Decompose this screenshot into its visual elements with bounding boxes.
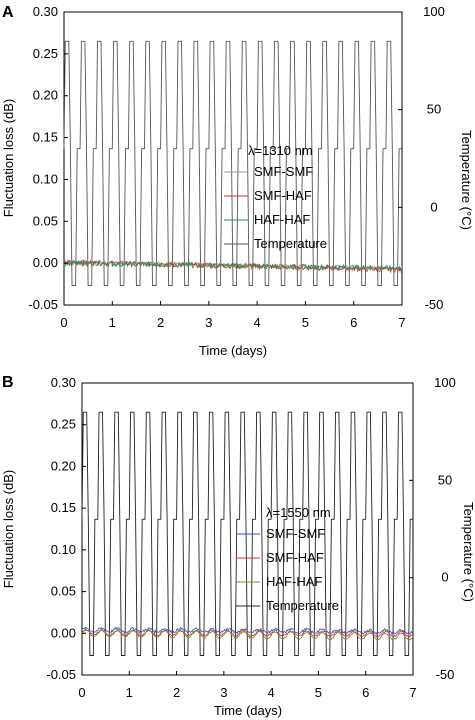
wavelength-annotation: λ=1310 nm [248, 143, 313, 158]
y-tick-label: 0.10 [33, 171, 58, 186]
data-series-group [81, 626, 414, 641]
x-tick-label: 5 [302, 315, 309, 330]
plot-frame [81, 382, 414, 676]
x-tick-label: 2 [173, 685, 180, 700]
x-tick-label: 0 [60, 315, 67, 330]
panel-b: B 0.300.250.200.150.100.050.00-0.05 1005… [1, 374, 475, 718]
series-line-smf-smf [81, 626, 414, 635]
y2-tick-label: 50 [427, 102, 441, 117]
y-tick-label: 0.30 [51, 375, 76, 390]
x-tick-label: 1 [126, 685, 133, 700]
y-tick-label: 0.30 [33, 4, 58, 19]
x-tick-label: 2 [157, 315, 164, 330]
legend-label: Temperature [266, 598, 339, 613]
legend-label: SMF-SMF [266, 526, 325, 541]
legend-label: HAF-HAF [266, 574, 322, 589]
x-tick-label: 4 [254, 315, 261, 330]
panel-label: B [2, 374, 14, 391]
temperature-curve-group [81, 411, 413, 656]
legend-label: SMF-SMF [254, 164, 313, 179]
x-axis-ticks: 0 1 2 3 4 5 6 7 [60, 301, 406, 330]
y2-tick-label: 100 [423, 4, 445, 19]
y-tick-label: 0.00 [33, 255, 58, 270]
y-tick-label: 0.25 [33, 46, 58, 61]
y-tick-label: 0.20 [33, 88, 58, 103]
panel-a: A 0.300.250.200.150.100.050.00-0.05 1005… [1, 4, 474, 358]
y2-tick-label: -50 [436, 667, 455, 682]
x-tick-label: 3 [220, 685, 227, 700]
legend-label: Temperature [254, 236, 327, 251]
y2-tick-label: 100 [434, 375, 456, 390]
x-axis-title: Time (days) [214, 703, 282, 718]
y2-tick-label: -50 [425, 297, 444, 312]
y2-tick-label: 50 [438, 472, 452, 487]
y-axis-ticks: 0.30 0.25 0.20 0.15 0.10 0.05 0.00 -0.05 [46, 375, 86, 682]
x-tick-label: 6 [362, 685, 369, 700]
x-tick-label: 3 [205, 315, 212, 330]
y-axis-ticks: 0.30 0.25 0.20 0.15 0.10 0.05 0.00 -0.05 [28, 4, 68, 312]
y2-tick-label: 0 [430, 199, 437, 214]
legend: SMF-SMF SMF-HAF HAF-HAF Temperature [224, 164, 327, 251]
y2-tick-label: 0 [441, 570, 448, 585]
legend-label: HAF-HAF [254, 212, 310, 227]
x-axis-title: Time (days) [199, 343, 267, 358]
temperature-line [81, 411, 413, 656]
temperature-line [63, 40, 402, 286]
y2-axis-ticks: 100 50 0 -50 [398, 4, 445, 312]
y-tick-label: 0.00 [51, 625, 76, 640]
wavelength-annotation: λ=1550 nm [266, 505, 331, 520]
y-axis-title: Fluctuation loss (dB) [1, 470, 16, 589]
y-tick-label: 0.15 [51, 500, 76, 515]
x-tick-label: 1 [109, 315, 116, 330]
y-tick-label: 0.15 [33, 130, 58, 145]
y-tick-label: 0.20 [51, 458, 76, 473]
y-tick-label: -0.05 [28, 297, 58, 312]
y2-axis-ticks: 100 50 0 -50 [409, 375, 456, 682]
y2-axis-title: Temperature (°C) [459, 130, 474, 230]
y-tick-label: 0.05 [33, 213, 58, 228]
y-tick-label: -0.05 [46, 667, 76, 682]
plot-frame [63, 11, 403, 306]
x-tick-label: 6 [350, 315, 357, 330]
legend-label: SMF-HAF [254, 188, 312, 203]
series-line-smf-haf [81, 628, 414, 638]
x-tick-label: 4 [268, 685, 275, 700]
panel-label: A [2, 4, 14, 21]
y-tick-label: 0.05 [51, 584, 76, 599]
legend: SMF-SMF SMF-HAF HAF-HAF Temperature [236, 526, 339, 613]
y2-axis-title: Temperature (°C) [461, 502, 475, 602]
y-axis-title: Fluctuation loss (dB) [1, 99, 16, 218]
x-tick-label: 7 [398, 315, 405, 330]
y-tick-label: 0.10 [51, 542, 76, 557]
legend-label: SMF-HAF [266, 550, 324, 565]
series-line-haf-haf [81, 628, 414, 641]
x-axis-ticks: 0 1 2 3 4 5 6 7 [78, 671, 417, 700]
temperature-curve-group [63, 40, 402, 286]
x-tick-label: 5 [315, 685, 322, 700]
x-tick-label: 0 [78, 685, 85, 700]
series-line-haf-haf [63, 259, 403, 272]
data-series-group [63, 258, 403, 274]
y-tick-label: 0.25 [51, 417, 76, 432]
x-tick-label: 7 [409, 685, 416, 700]
